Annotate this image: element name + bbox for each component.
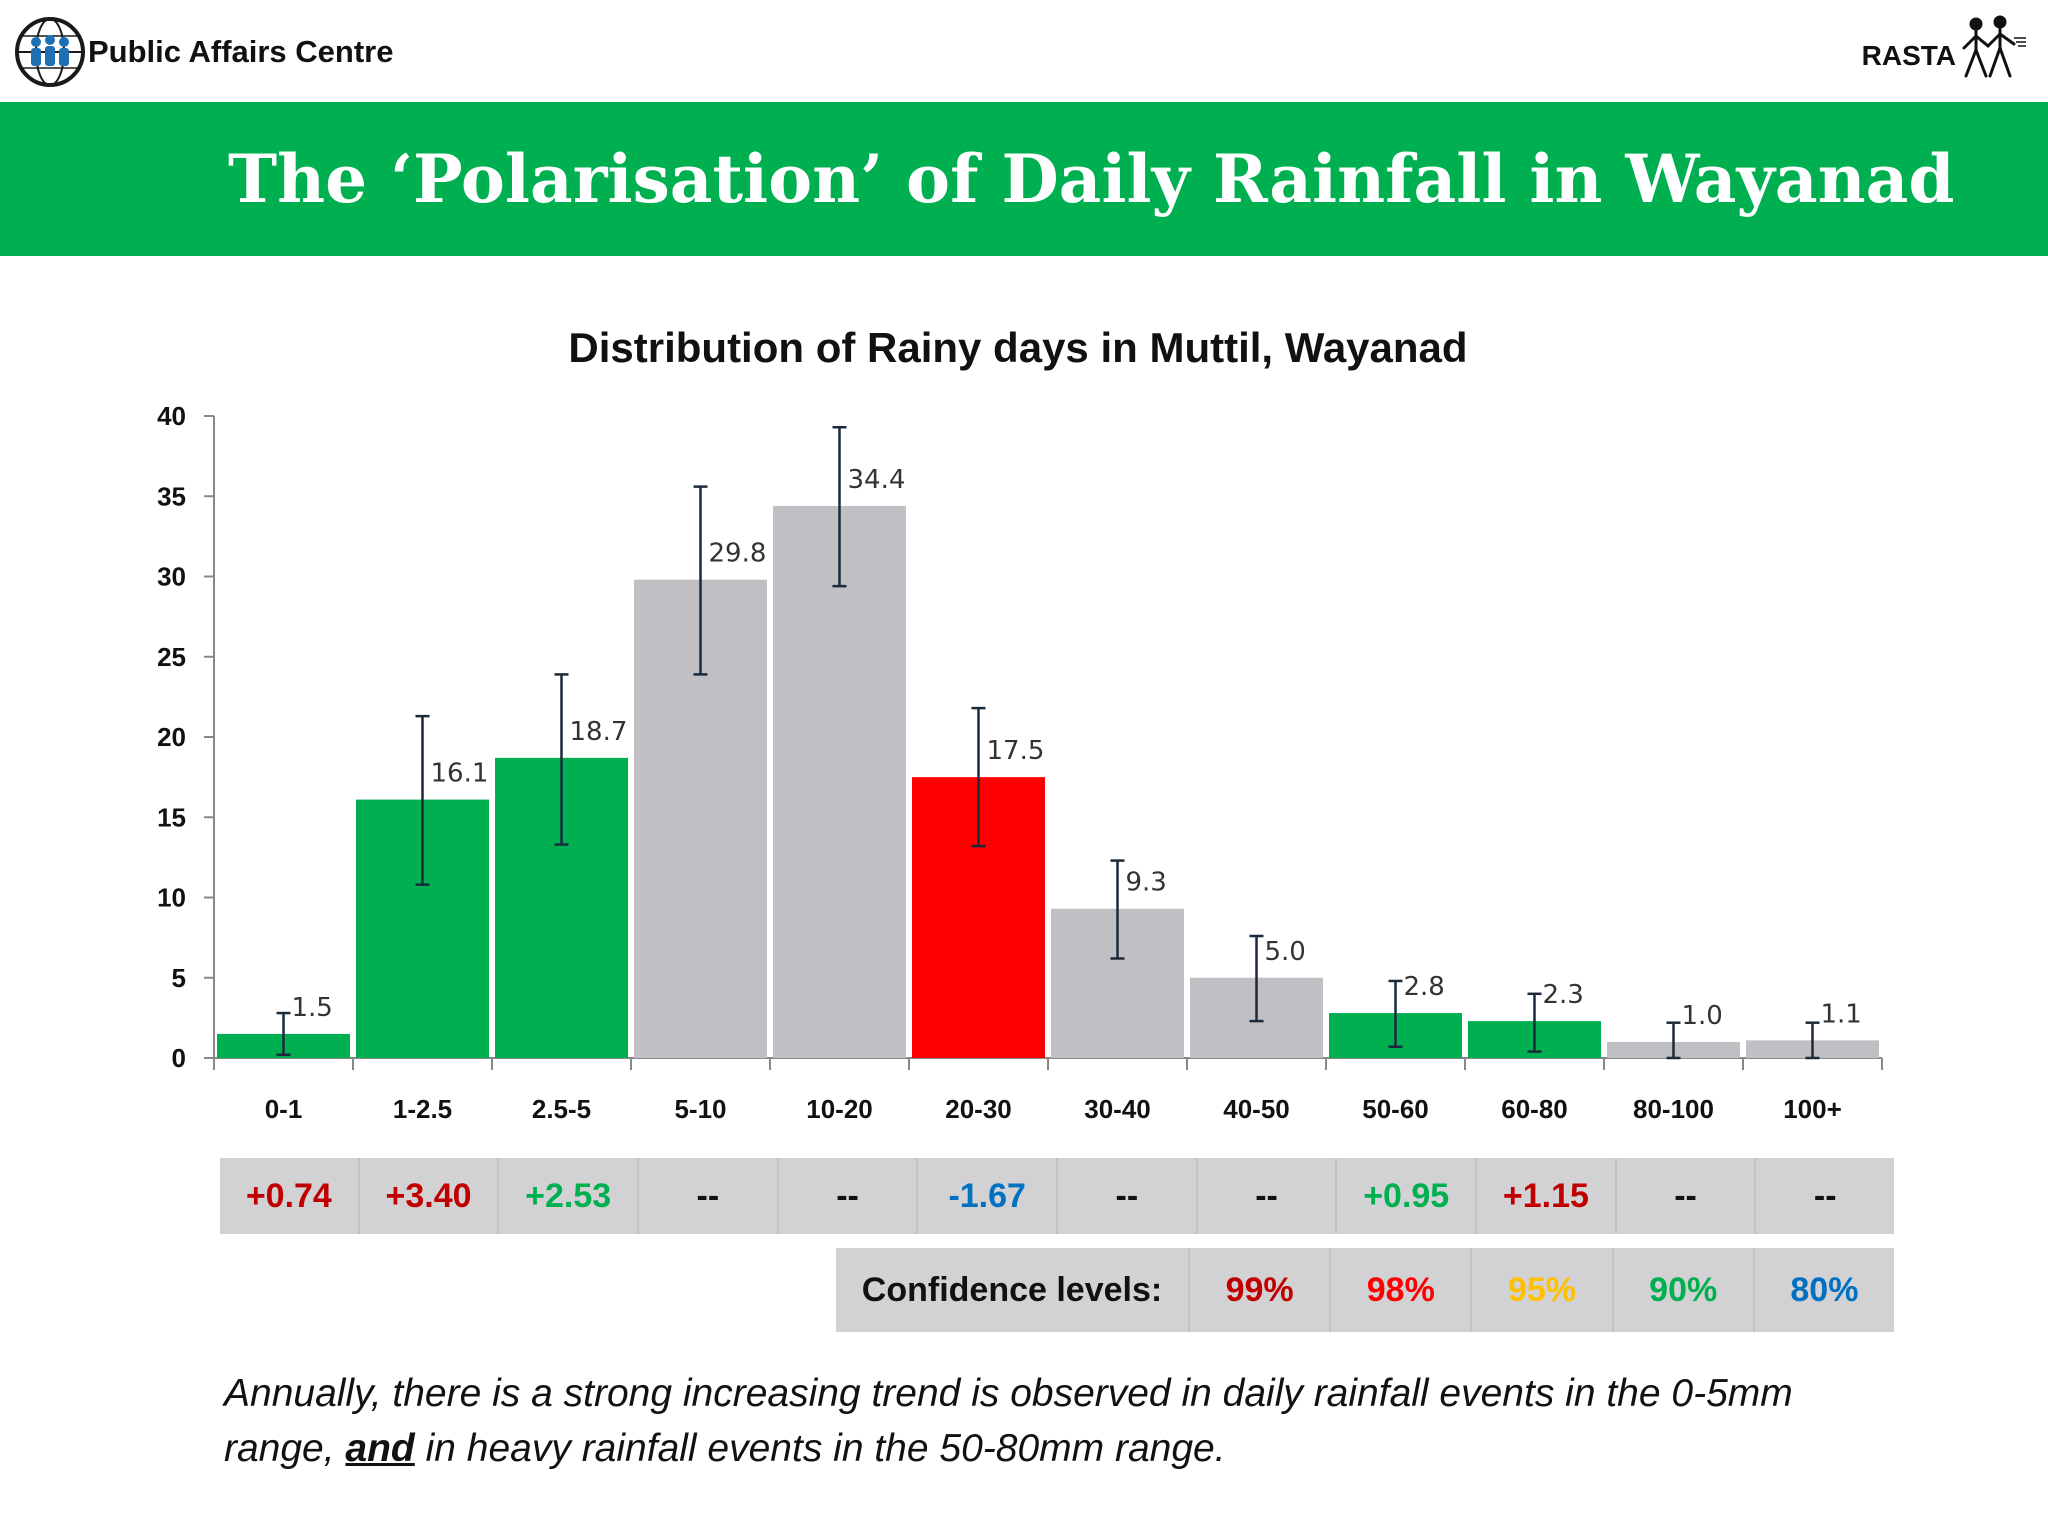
y-tick-label: 30 [157,562,186,592]
y-tick-label: 10 [157,883,186,913]
top-header: Public Affairs Centre RASTA [0,0,2048,102]
caption-part-1: Annually, there is a strong increasing t… [224,1372,1793,1470]
y-tick-label: 40 [157,401,186,431]
trend-row: +0.74 +3.40 +2.53 -- -- -1.67 -- -- +0.95 +1.15 --… [220,1158,1894,1234]
caption-emphasis: and [345,1427,415,1470]
confidence-label: Confidence levels: [836,1248,1190,1332]
data-label: 34.4 [848,465,906,495]
trend-cell: +1.15 [1477,1158,1617,1234]
trend-cell: +3.40 [360,1158,500,1234]
data-label: 2.8 [1404,972,1445,1002]
data-label: 18.7 [570,717,628,747]
trend-cell: +2.53 [499,1158,640,1234]
x-tick-label: 2.5-5 [532,1094,591,1124]
trend-cell: -- [1198,1158,1338,1234]
globe-people-logo-icon [15,17,85,87]
bar-10-20 [773,505,906,1058]
y-tick-label: 25 [157,642,186,672]
confidence-level: 90% [1614,1248,1755,1332]
data-label: 16.1 [431,759,489,789]
trend-cell: -- [1058,1158,1198,1234]
x-tick-label: 80-100 [1633,1094,1714,1124]
y-tick-label: 35 [157,481,186,511]
confidence-level: 95% [1472,1248,1614,1332]
title-band [0,102,2048,256]
org-name: Public Affairs Centre [88,34,394,69]
y-tick-label: 0 [172,1043,186,1073]
y-tick-label: 5 [172,963,186,993]
data-label: 1.0 [1682,1001,1723,1031]
x-tick-label: 1-2.5 [393,1094,452,1124]
trend-cell: +0.95 [1337,1158,1478,1234]
data-label: 5.0 [1265,937,1306,967]
slide-title: The ‘Polarisation’ of Daily Rainfall in … [228,140,1955,218]
y-tick-label: 15 [157,802,186,832]
trend-cell: -- [779,1158,919,1234]
walking-people-logo-icon [1962,15,2026,78]
trend-cell: -- [639,1158,779,1234]
x-tick-label: 60-80 [1501,1094,1568,1124]
x-tick-label: 100+ [1783,1094,1842,1124]
data-label: 29.8 [709,539,767,569]
slide-caption: Annually, there is a strong increasing t… [224,1366,1864,1476]
data-label: 2.3 [1543,980,1584,1010]
trend-cell: -- [1617,1158,1757,1234]
trend-cell: +0.74 [220,1158,360,1234]
confidence-level: 98% [1331,1248,1473,1332]
x-tick-label: 40-50 [1223,1094,1290,1124]
data-label: 1.1 [1821,999,1862,1029]
x-tick-label: 50-60 [1362,1094,1429,1124]
trend-cell: -1.67 [918,1158,1059,1234]
data-label: 9.3 [1126,868,1167,898]
chart-title: Distribution of Rainy days in Muttil, Wa… [568,324,1467,371]
x-tick-label: 20-30 [945,1094,1012,1124]
rainy-days-bar-chart: Distribution of Rainy days in Muttil, Wa… [157,324,1883,1124]
confidence-legend: Confidence levels: 99% 98% 95% 90% 80% [836,1248,1894,1332]
data-label: 17.5 [987,736,1045,766]
confidence-level: 99% [1190,1248,1332,1332]
x-tick-label: 30-40 [1084,1094,1151,1124]
x-tick-label: 0-1 [265,1094,303,1124]
x-tick-label: 10-20 [806,1094,873,1124]
y-tick-label: 20 [157,722,186,752]
confidence-level: 80% [1790,1270,1859,1309]
x-tick-label: 5-10 [674,1094,726,1124]
partner-name: RASTA [1861,40,1956,71]
trend-cell: -- [1813,1176,1837,1215]
caption-part-2: in heavy rainfall events in the 50-80mm … [414,1427,1226,1470]
data-label: 1.5 [292,993,333,1023]
